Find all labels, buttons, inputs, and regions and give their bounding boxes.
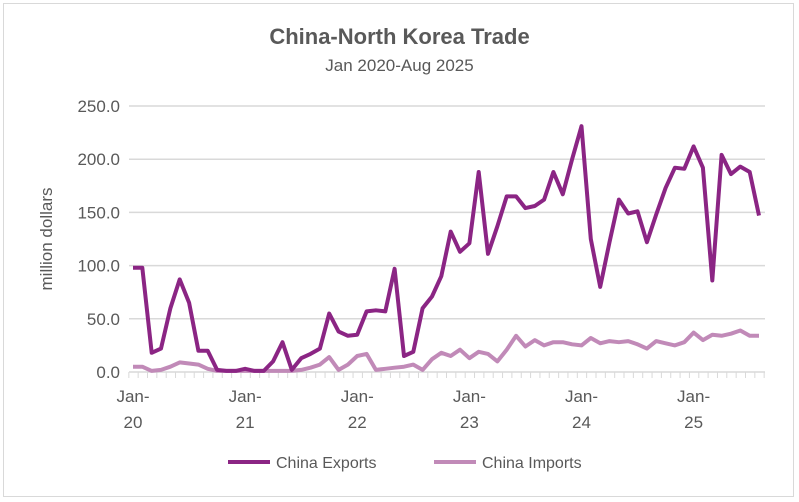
y-tick-label: 100.0	[77, 257, 120, 276]
x-tick-label: 23	[460, 413, 479, 432]
x-tick-label: Jan-	[341, 387, 374, 406]
x-tick-label: Jan-	[453, 387, 486, 406]
y-tick-label: 250.0	[77, 97, 120, 116]
x-tick-label: 20	[124, 413, 143, 432]
x-tick-label: 24	[572, 413, 591, 432]
y-tick-label: 150.0	[77, 203, 120, 222]
legend-label: China Imports	[482, 455, 582, 472]
x-tick-label: Jan-	[116, 387, 149, 406]
x-tick-label: 25	[684, 413, 703, 432]
y-axis-label: million dollars	[37, 188, 56, 291]
chart-frame	[3, 3, 794, 497]
legend-label: China Exports	[276, 455, 377, 472]
x-tick-label: Jan-	[565, 387, 598, 406]
x-tick-label: Jan-	[229, 387, 262, 406]
chart-subtitle: Jan 2020-Aug 2025	[325, 56, 474, 75]
china-imports-line	[133, 328, 759, 373]
y-tick-label: 200.0	[77, 150, 120, 169]
y-tick-label: 0.0	[96, 363, 120, 382]
y-tick-label: 50.0	[87, 310, 120, 329]
x-tick-label: 22	[348, 413, 367, 432]
x-tick-label: Jan-	[677, 387, 710, 406]
chart-title: China-North Korea Trade	[269, 24, 530, 49]
china-exports-line	[133, 124, 761, 373]
x-tick-label: 21	[236, 413, 255, 432]
